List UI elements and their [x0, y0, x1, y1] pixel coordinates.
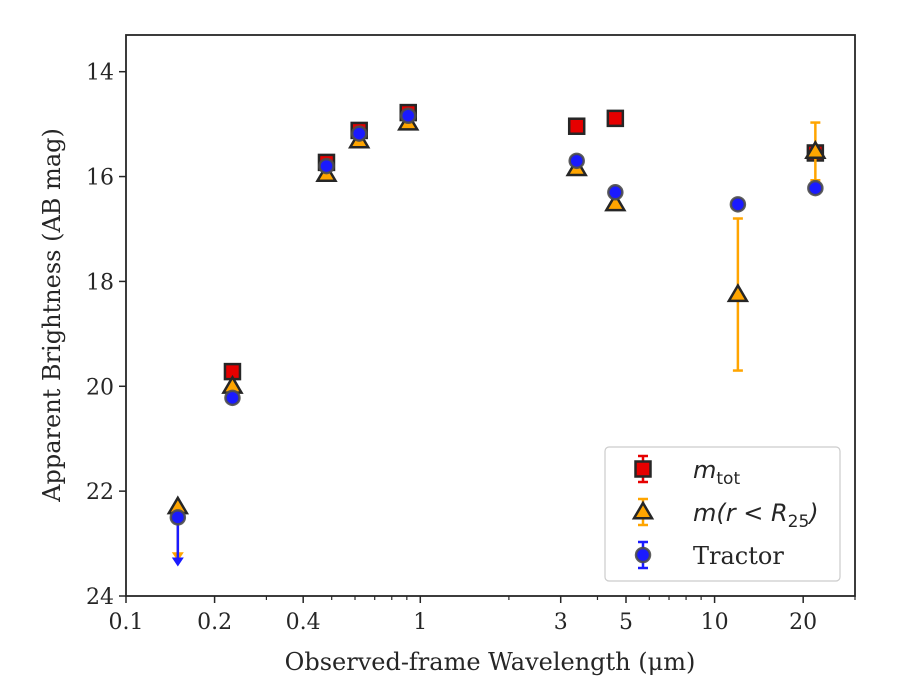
- tractor-point-3: [350, 125, 368, 142]
- legend-marker-mtot: [634, 460, 652, 478]
- axis-ticks: 0.1 0.2 0.4 1 3 5 10 20 14 16 18 20 22 24: [86, 61, 856, 635]
- x-tick-label-1: 0.2: [197, 610, 232, 635]
- tractor-point-2: [318, 157, 335, 175]
- legend-label-subscript: 25: [788, 512, 810, 532]
- x-tick-label-2: 0.4: [286, 610, 321, 635]
- x-tick-label-6: 10: [701, 610, 729, 635]
- x-tick-label-0: 0.1: [109, 610, 144, 635]
- y-tick-label-1: 16: [86, 166, 114, 191]
- y-tick-label-3: 20: [86, 375, 114, 400]
- x-tick-label-4: 3: [554, 610, 568, 635]
- tractor-point-6: [607, 184, 624, 201]
- y-tick-label-2: 18: [86, 270, 114, 295]
- y-tick-label-0: 14: [86, 61, 114, 86]
- legend: mtot m(r < R25) Tractor: [604, 446, 841, 582]
- legend-label-mtot: mtot: [693, 456, 740, 489]
- mtot-point-5: [606, 109, 625, 128]
- legend-label-end: ): [807, 499, 818, 527]
- x-tick-label-7: 20: [789, 610, 817, 635]
- legend-label-tractor: Tractor: [693, 542, 784, 570]
- tractor-point-0: [169, 509, 187, 526]
- tractor-limit-arrow-0: [171, 557, 184, 567]
- tractor-point-4: [399, 107, 417, 124]
- data-marks: [166, 103, 827, 567]
- y-axis-label: Apparent Brightness (AB mag): [38, 128, 66, 503]
- legend-marker-mr25: [631, 500, 655, 520]
- tractor-point-1: [224, 389, 241, 407]
- mr25-point-6: [604, 192, 627, 212]
- x-axis-label: Observed-frame Wavelength (μm): [285, 648, 696, 676]
- tractor-point-8: [807, 179, 824, 197]
- legend-label-main: m: [693, 456, 716, 484]
- legend-label-main: m(r < R: [693, 499, 788, 527]
- x-tick-label-5: 5: [619, 610, 633, 635]
- legend-label-mr25: m(r < R25): [693, 499, 819, 532]
- legend-marker-tractor: [634, 546, 652, 564]
- y-tick-label-5: 24: [86, 585, 114, 610]
- legend-label-subscript: tot: [716, 469, 740, 489]
- legend-box: [604, 446, 841, 582]
- y-tick-label-4: 22: [86, 480, 114, 505]
- legend-label-main: Tractor: [693, 542, 784, 570]
- tractor-point-7: [729, 196, 747, 213]
- mr25-point-8: [804, 139, 827, 159]
- x-tick-label-3: 1: [413, 610, 427, 635]
- tractor-point-5: [568, 152, 585, 170]
- mr25-point-7: [726, 283, 750, 303]
- mtot-point-4: [567, 117, 586, 135]
